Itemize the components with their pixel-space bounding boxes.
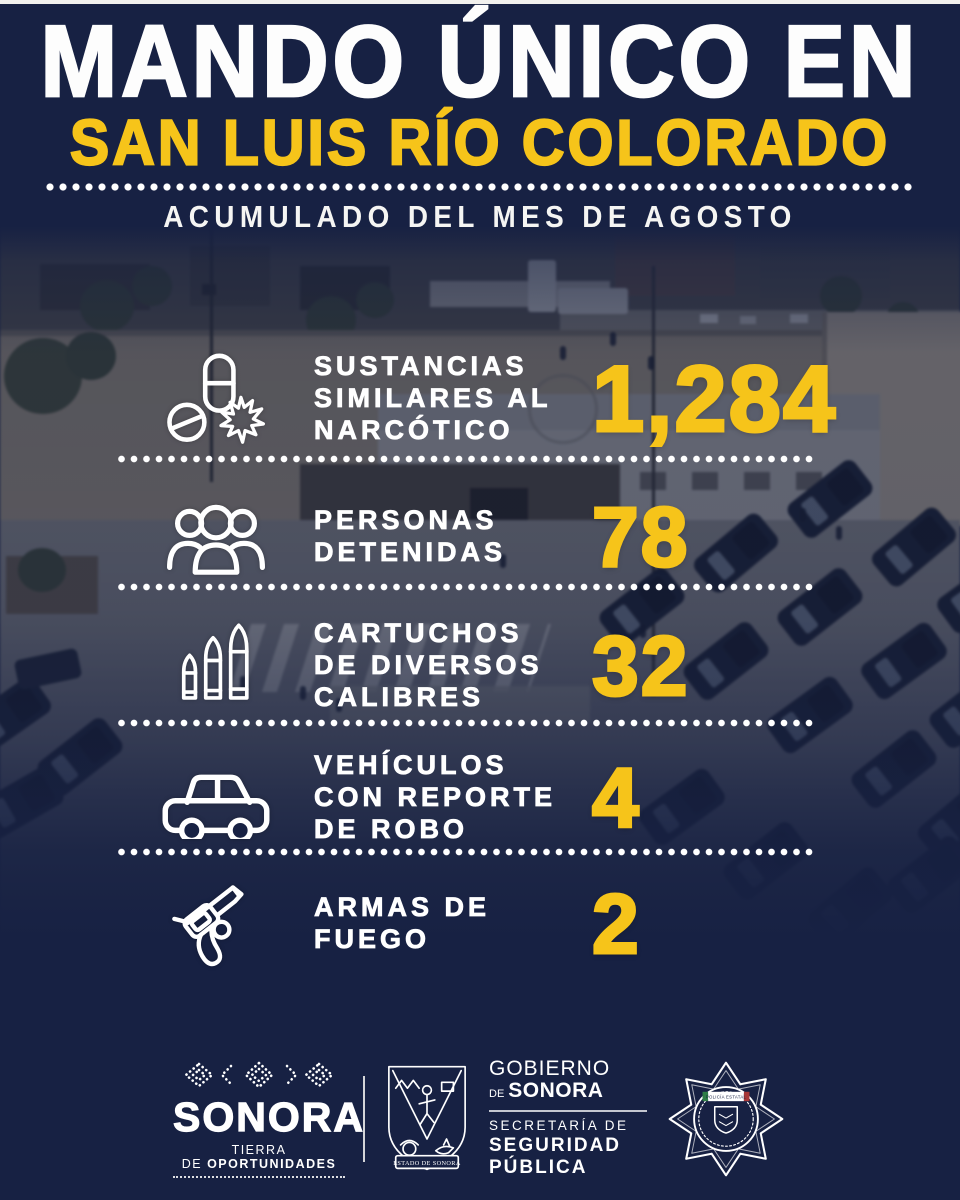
stat-row-vehiculos: VEHÍCULOS CON REPORTE DE ROBO 4 bbox=[118, 746, 834, 850]
bullets-icon-box bbox=[118, 616, 314, 716]
gobierno-de: DE bbox=[489, 1088, 505, 1101]
stat-label-line: CALIBRES bbox=[314, 681, 485, 713]
sonora-tagline-light: TIERRA DE bbox=[181, 1143, 287, 1171]
gun-icon-box bbox=[118, 876, 314, 972]
page-subtitle-city: SAN LUIS RÍO COLORADO bbox=[69, 107, 891, 179]
stat-dotted-divider bbox=[118, 719, 818, 727]
gobierno-text-block: GOBIERNO DE SONORA SECRETARÍA DE SEGURIDA… bbox=[489, 1058, 647, 1179]
header-dotted-divider bbox=[46, 183, 914, 192]
footer-divider bbox=[363, 1076, 365, 1162]
page-title: MANDO ÚNICO EN bbox=[39, 5, 920, 119]
escudo-banner-text: ESTADO DE SONORA bbox=[393, 1160, 461, 1167]
sonora-tagline-bold: OPORTUNIDADES bbox=[207, 1157, 337, 1171]
stat-value: 78 bbox=[591, 490, 690, 584]
badge-banner-text: POLICÍA ESTATAL bbox=[706, 1095, 747, 1100]
stat-label-line: NARCÓTICO bbox=[314, 414, 514, 446]
stat-label-line: VEHÍCULOS bbox=[314, 750, 508, 781]
stat-label: SUSTANCIAS SIMILARES AL NARCÓTICO bbox=[314, 351, 582, 447]
bullets-icon bbox=[181, 623, 249, 700]
stat-value: 4 bbox=[591, 751, 641, 845]
aerial-photo bbox=[0, 226, 960, 938]
sonora-tagline: TIERRA DE OPORTUNIDADES bbox=[173, 1143, 345, 1178]
stat-label: CARTUCHOS DE DIVERSOS CALIBRES bbox=[314, 618, 582, 714]
secretaria-line3: PÚBLICA bbox=[489, 1156, 588, 1178]
photo-fade-overlay bbox=[0, 226, 960, 938]
gobierno-line1: GOBIERNO bbox=[489, 1057, 611, 1081]
stat-label-line: DE DIVERSOS bbox=[314, 650, 543, 681]
stat-value: 1,284 bbox=[590, 346, 838, 451]
stat-dotted-divider bbox=[118, 455, 818, 463]
gobierno-divider bbox=[489, 1109, 647, 1112]
secretaria-line1: SECRETARÍA DE bbox=[489, 1117, 629, 1133]
stat-dotted-divider bbox=[118, 848, 818, 856]
stat-label: VEHÍCULOS CON REPORTE DE ROBO bbox=[314, 750, 582, 846]
stat-row-sustancias: SUSTANCIAS SIMILARES AL NARCÓTICO 1,284 bbox=[118, 343, 838, 455]
sonora-wordmark: SONORA bbox=[172, 1094, 365, 1140]
footer-logos: SONORA TIERRA DE OPORTUNIDADES ESTADO DE … bbox=[0, 1058, 960, 1180]
stat-label-line: DE ROBO bbox=[314, 813, 469, 845]
stat-label-line: CON REPORTE bbox=[314, 782, 557, 813]
stat-label: PERSONAS DETENIDAS bbox=[314, 505, 582, 569]
stat-label-line: DETENIDAS bbox=[314, 537, 507, 568]
stat-label-line: CARTUCHOS bbox=[314, 618, 523, 649]
sonora-pattern-icon bbox=[183, 1061, 335, 1089]
car-icon bbox=[162, 774, 270, 839]
stat-label-line: SUSTANCIAS bbox=[314, 351, 528, 382]
drugs-icon-box bbox=[118, 348, 314, 450]
car-icon-box bbox=[118, 757, 314, 839]
people-icon bbox=[167, 504, 265, 575]
people-icon-box bbox=[118, 497, 314, 577]
drugs-icon bbox=[167, 353, 266, 444]
policia-estatal-badge-icon: POLICÍA ESTATAL bbox=[668, 1061, 784, 1177]
period-label: ACUMULADO DEL MES DE AGOSTO bbox=[163, 199, 797, 234]
top-edge-strip bbox=[0, 0, 960, 4]
stat-row-personas: PERSONAS DETENIDAS 78 bbox=[118, 487, 834, 587]
stat-label: ARMAS DE FUEGO bbox=[314, 892, 582, 956]
gobierno-line2: DE SONORA bbox=[489, 1080, 647, 1102]
stat-row-armas: ARMAS DE FUEGO 2 bbox=[118, 874, 834, 974]
secretaria-line2: SEGURIDAD bbox=[489, 1134, 622, 1156]
stat-label-line: ARMAS DE bbox=[314, 892, 491, 923]
gobierno-sonora: SONORA bbox=[508, 1079, 604, 1103]
stat-row-cartuchos: CARTUCHOS DE DIVERSOS CALIBRES 32 bbox=[118, 610, 834, 722]
stat-value: 2 bbox=[591, 877, 641, 971]
sonora-logo: SONORA TIERRA DE OPORTUNIDADES bbox=[172, 1060, 365, 1178]
gun-icon bbox=[172, 885, 244, 967]
stat-value: 32 bbox=[591, 619, 690, 713]
sonora-coat-of-arms-icon: ESTADO DE SONORA bbox=[388, 1065, 466, 1171]
stat-label-line: FUEGO bbox=[314, 924, 431, 955]
stat-dotted-divider bbox=[118, 583, 818, 591]
stat-label-line: SIMILARES AL bbox=[314, 383, 552, 414]
stat-label-line: PERSONAS bbox=[314, 505, 498, 536]
